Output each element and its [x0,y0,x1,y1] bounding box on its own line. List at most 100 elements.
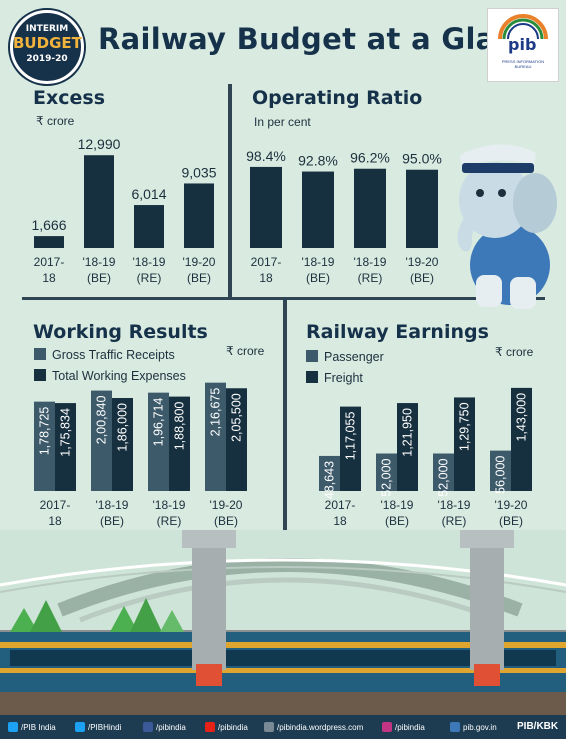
operating-ratio-category-label: (RE) [358,271,383,285]
wordpress-icon [264,722,274,732]
divider-vertical-bottom [283,300,287,530]
legend-label-expenses: Total Working Expenses [52,369,186,383]
working-results-category-label: (RE) [157,514,182,528]
operating-ratio-bar [250,166,282,248]
operating-ratio-category-label: 2017- [251,255,282,269]
working-results-bar-series2 [55,403,76,491]
excess-bar [184,183,214,248]
excess-value-label: 12,990 [78,136,121,152]
working-results-bar-series1 [148,392,169,491]
youtube-icon [205,722,215,732]
excess-title: Excess [33,87,106,109]
instagram-icon [382,722,392,732]
footer-link-label: /pibindia [156,723,186,732]
excess-category-label: '19-20 [183,255,216,269]
operating-ratio-category-label: (BE) [306,271,330,285]
excess-value-label: 6,014 [131,186,166,202]
footer-link-instagram[interactable]: /pibindia [382,722,425,732]
operating-ratio-value-label: 95.0% [402,151,442,167]
operating-ratio-category-label: '19-20 [406,255,439,269]
railway-earnings-category-label: (BE) [499,514,523,528]
working-results-bar-series1 [91,390,112,491]
divider-vertical-top [228,84,232,299]
excess-category-label: 18 [42,271,56,285]
operating-ratio-unit: In per cent [254,115,311,129]
twitter-icon [75,722,85,732]
railway-earnings-category-label: '19-20 [495,498,528,512]
railway-earnings-bar-series2 [511,387,532,491]
footer-link-wordpress[interactable]: /pibindia.wordpress.com [264,722,363,732]
railway-earnings-value-label: 52,000 [437,458,451,496]
railway-earnings-category-label: '18-19 [438,498,471,512]
working-results-category-label: (BE) [100,514,124,528]
legend-freight: Freight [306,371,363,385]
footer-credit: PIB/KBK [517,721,559,732]
excess-bar [84,155,114,248]
footer-link-facebook[interactable]: /pibindia [143,722,186,732]
excess-category-label: 2017- [34,255,65,269]
working-results-value-label: 1,96,714 [152,398,166,447]
excess-category-label: (BE) [87,271,111,285]
badge-line-1: INTERIM [25,24,69,34]
operating-ratio-category-label: '18-19 [354,255,387,269]
railway-earnings-bar-series2 [454,397,475,491]
legend-label-passenger: Passenger [324,350,384,364]
railway-earnings-value-label: 48,643 [323,461,337,499]
excess-category-label: '18-19 [83,255,116,269]
footer-link-twitter[interactable]: /PIBHindi [75,722,121,732]
working-results-title: Working Results [33,321,208,343]
excess-category-label: (BE) [187,271,211,285]
operating-ratio-category-label: (BE) [410,271,434,285]
railway-earnings-bar-series2 [397,403,418,491]
pib-emblem-icon [498,14,548,40]
railway-earnings-category-label: (RE) [442,514,467,528]
railway-earnings-value-label: 1,43,000 [515,393,529,442]
footer-link-twitter[interactable]: /PIB India [8,722,56,732]
elephant-mascot-illustration [457,144,557,309]
logo-subtitle: PRESS INFORMATION BUREAU [501,59,545,69]
footer-link-label: /pibindia [395,723,425,732]
logo-text: pib [508,35,537,54]
railway-earnings-title: Railway Earnings [306,321,489,343]
footer-link-label: pib.gov.in [463,723,497,732]
railway-earnings-bar-series1 [490,450,511,491]
working-results-value-label: 1,88,800 [173,402,187,451]
operating-ratio-value-label: 96.2% [350,150,390,166]
footer-social-bar: /PIB India/PIBHindi/pibindia/pibindia/pi… [0,715,566,739]
railway-earnings-value-label: 1,17,055 [344,412,358,461]
pib-logo: pib PRESS INFORMATION BUREAU [487,8,559,82]
railway-earnings-value-label: 1,21,950 [401,408,415,457]
divider-horizontal-top [22,297,545,300]
excess-value-label: 1,666 [31,217,66,233]
working-results-value-label: 2,05,500 [230,393,244,442]
working-results-bar-series2 [112,398,133,491]
footer-link-globe[interactable]: pib.gov.in [450,722,497,732]
page-title: Railway Budget at a Glance [98,22,554,56]
working-results-bar-series2 [226,388,247,491]
working-results-category-label: 18 [48,514,62,528]
railway-earnings-value-label: 52,000 [380,458,394,496]
railway-earnings-bar-series1 [376,453,397,491]
footer-link-label: /pibindia.wordpress.com [277,723,364,732]
legend-swatch-freight [306,371,318,383]
operating-ratio-bar [302,171,334,248]
railway-earnings-bar-series2 [340,406,361,491]
railway-earnings-category-label: '18-19 [381,498,414,512]
footer-link-youtube[interactable]: /pibindia [205,722,248,732]
excess-value-label: 9,035 [181,164,216,180]
badge-line-3: 2019-20 [26,54,68,64]
working-results-unit: ₹ crore [226,344,265,358]
operating-ratio-bar [406,169,438,248]
working-results-category-label: '18-19 [153,498,186,512]
legend-label-gross: Gross Traffic Receipts [52,348,175,362]
operating-ratio-bar [354,168,386,248]
globe-icon [450,722,460,732]
operating-ratio-title: Operating Ratio [252,87,423,109]
legend-label-freight: Freight [324,371,363,385]
working-results-category-label: 2017- [40,498,71,512]
excess-category-label: '18-19 [133,255,166,269]
footer-link-label: /pibindia [218,723,248,732]
excess-unit: ₹ crore [36,114,75,128]
